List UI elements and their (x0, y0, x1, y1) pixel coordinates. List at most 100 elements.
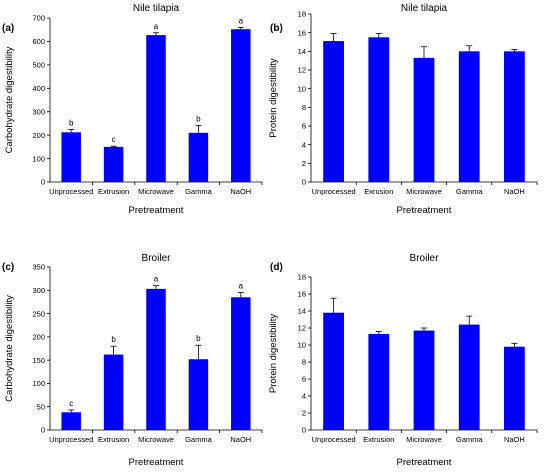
y-tick-label: 14 (298, 307, 306, 316)
bar (103, 146, 124, 182)
x-tick-label: NaOH (230, 187, 251, 196)
bar (323, 41, 344, 182)
y-tick-label: 300 (32, 286, 45, 295)
y-tick-label: 100 (32, 379, 45, 388)
significance-label: c (112, 135, 116, 144)
y-tick-label: 700 (32, 14, 45, 23)
bar (458, 324, 480, 430)
chart-panel-4: (d) Broiler 0 2 4 6 8 10 12 14 16 18 Unprocessed Extr… (268, 253, 538, 468)
bar (231, 29, 251, 183)
x-tick-label: Extrusion (98, 435, 129, 444)
bar (188, 132, 209, 182)
bar (61, 412, 81, 430)
bar (458, 51, 480, 183)
bar (368, 333, 390, 430)
y-tick-label: 8 (302, 103, 306, 112)
y-tick-label: 16 (298, 28, 306, 37)
chart-panel-3: (c) Broiler c b a b a 0 50 100 150 200 250 300 350 Unpr… (2, 253, 263, 468)
x-axis-label: Pretreatment (397, 457, 452, 468)
x-tick-label: Gamma (185, 187, 213, 196)
x-tick-label: NaOH (504, 435, 525, 444)
x-tick-label: Microwave (138, 187, 174, 196)
y-tick-label: 12 (298, 324, 306, 333)
y-tick-label: 8 (302, 358, 306, 367)
chart-panel-1: (a) Nile tilapia b c a b a 0 100 200 300 400 500 600 7… (2, 3, 263, 216)
y-tick-label: 6 (302, 122, 306, 131)
y-tick-label: 0 (302, 426, 306, 435)
x-tick-label: NaOH (504, 187, 525, 196)
x-tick-label: Microwave (406, 435, 442, 444)
y-tick-label: 18 (298, 273, 306, 282)
bar (146, 35, 166, 182)
panel-letter: (a) (2, 23, 14, 34)
y-tick-label: 4 (302, 140, 306, 149)
significance-label: b (111, 335, 116, 344)
x-tick-label: Unprocessed (311, 187, 355, 196)
y-tick-label: 18 (298, 10, 306, 19)
y-axis-label: Carbohydrate digestibility (4, 295, 15, 402)
chart-title: Broiler (410, 253, 440, 264)
bar (188, 359, 209, 430)
y-tick-label: 2 (302, 159, 306, 168)
x-tick-label: NaOH (230, 435, 251, 444)
x-axis-label: Pretreatment (129, 457, 184, 468)
significance-label: a (239, 282, 244, 291)
y-axis-label: Carbohydrate digestibility (4, 46, 15, 153)
y-tick-label: 350 (32, 263, 45, 272)
bar (61, 132, 81, 182)
y-tick-label: 12 (298, 66, 306, 75)
panel-letter: (c) (2, 262, 14, 273)
x-tick-label: Unprocessed (49, 187, 93, 196)
y-tick-label: 100 (32, 154, 45, 163)
x-tick-label: Gamma (456, 187, 484, 196)
y-tick-label: 400 (32, 84, 45, 93)
significance-label: a (154, 22, 159, 31)
y-tick-label: 150 (32, 356, 45, 365)
bar (504, 51, 525, 183)
y-tick-label: 0 (41, 426, 45, 435)
y-tick-label: 16 (298, 290, 306, 299)
panel-letter: (d) (270, 262, 283, 273)
significance-label: a (154, 275, 159, 284)
y-tick-label: 4 (302, 392, 306, 401)
y-axis-label: Protein digestibility (268, 58, 279, 137)
y-tick-label: 10 (298, 341, 306, 350)
y-tick-label: 0 (302, 178, 306, 187)
bar (231, 297, 251, 430)
x-tick-label: Extrusion (98, 187, 129, 196)
significance-label: b (196, 334, 201, 343)
x-axis-label: Pretreatment (397, 205, 452, 216)
bar (413, 57, 435, 182)
chart-title: Broiler (142, 253, 172, 264)
significance-label: a (239, 16, 244, 25)
bar (368, 37, 390, 183)
x-tick-label: Exrusion (364, 187, 393, 196)
y-tick-label: 2 (302, 409, 306, 418)
y-tick-label: 14 (298, 47, 306, 56)
bar (413, 330, 435, 430)
y-tick-label: 600 (32, 37, 45, 46)
significance-label: c (69, 399, 73, 408)
significance-label: b (196, 114, 201, 123)
y-tick-label: 300 (32, 107, 45, 116)
bar (146, 288, 166, 430)
x-tick-label: Microwave (138, 435, 174, 444)
y-tick-label: 50 (37, 402, 45, 411)
bar (504, 346, 525, 430)
x-tick-label: Microwave (406, 187, 442, 196)
panel-letter: (b) (270, 23, 283, 34)
x-tick-label: Extrusion (363, 435, 394, 444)
chart-title: Nile tilapia (401, 3, 448, 14)
y-tick-label: 200 (32, 333, 45, 342)
x-tick-label: Unprocessed (311, 435, 355, 444)
y-tick-label: 200 (32, 131, 45, 140)
y-tick-label: 0 (41, 178, 45, 187)
chart-panel-2: (b) Nile tilapia 0 2 4 6 8 10 12 14 16 18 Unprocesse… (268, 3, 538, 216)
y-tick-label: 10 (298, 84, 306, 93)
bar (103, 354, 124, 430)
y-tick-label: 6 (302, 375, 306, 384)
y-axis-label: Protein digestibility (268, 314, 279, 393)
x-axis-label: Pretreatment (129, 205, 184, 216)
significance-label: b (69, 119, 74, 128)
